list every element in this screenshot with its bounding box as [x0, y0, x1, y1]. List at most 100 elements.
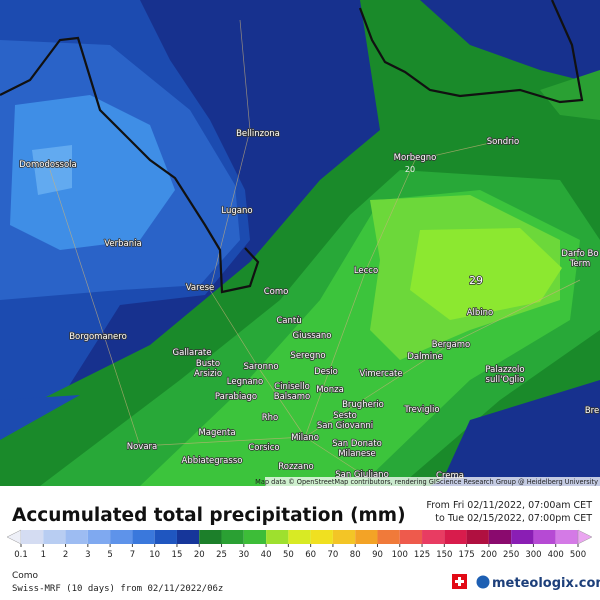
- period-to: to Tue 02/15/2022, 07:00pm CET: [435, 513, 592, 524]
- roads: [49, 19, 581, 475]
- place-label: Term: [569, 259, 591, 269]
- legend-tick-label: 100: [392, 550, 408, 560]
- legend-swatch: [154, 530, 177, 544]
- legend-tick-label: 10: [149, 550, 160, 560]
- legend-swatch: [110, 530, 133, 544]
- place-label: Cantù: [276, 316, 301, 326]
- place-label: sull'Oglio: [486, 375, 525, 385]
- legend-swatch: [266, 530, 289, 544]
- legend-swatch: [132, 530, 155, 544]
- legend-tick-label: 3: [85, 550, 90, 560]
- legend-tick-label: 125: [414, 550, 430, 560]
- legend-tick-label: 400: [548, 550, 564, 560]
- period-from: From Fri 02/11/2022, 07:00am CET: [426, 500, 592, 511]
- place-label: Corsico: [248, 443, 279, 453]
- road: [304, 436, 363, 475]
- legend-swatch: [288, 530, 311, 544]
- legend-swatch: [310, 530, 333, 544]
- place-label: Crema: [436, 471, 464, 481]
- place-label: Bre: [585, 406, 599, 416]
- legend-swatch: [444, 530, 467, 544]
- legend-tick-label: 30: [238, 550, 249, 560]
- place-label: Legnano: [227, 377, 263, 387]
- legend-swatch: [87, 530, 111, 544]
- place-label: Monza: [316, 385, 344, 395]
- flag-cross: [455, 580, 464, 583]
- place-label: Dalmine: [407, 352, 442, 362]
- place-label: Milano: [291, 433, 319, 443]
- legend-swatch: [355, 530, 378, 544]
- place-label: Rho: [262, 413, 279, 423]
- legend-swatch: [555, 530, 578, 544]
- border: [0, 36, 260, 294]
- place-label: Sesto: [333, 411, 357, 421]
- legend-swatch: [199, 530, 222, 544]
- precip-area: [540, 70, 600, 120]
- precip-area: [440, 380, 600, 486]
- legend-swatch: [176, 530, 200, 544]
- place-label: Morbegno: [394, 153, 437, 163]
- brand[interactable]: meteologix.com: [492, 576, 600, 591]
- place-label: Gallarate: [173, 348, 212, 358]
- legend-title: Accumulated total precipitation (mm): [12, 505, 406, 526]
- precip-area: [10, 95, 175, 250]
- legend-tick-label: 1: [41, 550, 46, 560]
- legend-tick-label: 90: [372, 550, 383, 560]
- legend-tick-label: 300: [525, 550, 541, 560]
- legend-swatch: [399, 530, 423, 544]
- legend-swatch: [43, 530, 66, 544]
- place-label: Vimercate: [359, 369, 402, 379]
- legend-swatch: [65, 530, 88, 544]
- legend-tick-label: 60: [305, 550, 316, 560]
- legend-tick-label: 0.1: [14, 550, 28, 560]
- place-label: Busto: [196, 359, 220, 369]
- place-label: San Giuliano: [335, 470, 389, 480]
- road: [49, 169, 306, 447]
- precip-area: [0, 395, 80, 440]
- place-label: Arsizio: [194, 369, 222, 379]
- place-label: Balsamo: [274, 392, 311, 402]
- attribution-bg: [265, 477, 600, 486]
- place-label: Darfo Bo: [561, 249, 598, 259]
- place-label: Cinisello: [274, 382, 310, 392]
- model-run: Swiss-MRF (10 days) from 02/11/2022/06z: [12, 584, 223, 594]
- place-label: Sondrio: [487, 137, 519, 147]
- place-label: Borgomanero: [69, 332, 127, 342]
- road: [304, 279, 581, 438]
- borders: [0, 0, 584, 294]
- place-label: Desio: [314, 367, 338, 377]
- legend-tick-label: 7: [130, 550, 135, 560]
- place-label: Bellinzona: [236, 129, 280, 139]
- place-label: San Donato: [332, 439, 382, 449]
- place-label: Como: [264, 287, 289, 297]
- max-value: 29: [469, 274, 483, 287]
- legend-tick-label: 70: [328, 550, 339, 560]
- place-label: Milanese: [338, 449, 376, 459]
- legend-tick-label: 20: [194, 550, 205, 560]
- legend-tick-label: 500: [570, 550, 586, 560]
- precip-area: [32, 145, 72, 195]
- legend-arrow: [6, 529, 22, 545]
- place-label: Palazzolo: [485, 365, 524, 375]
- legend-arrow: [577, 529, 593, 545]
- precip-area: [410, 228, 562, 320]
- legend-swatch: [466, 530, 489, 544]
- legend-tick-label: 250: [503, 550, 519, 560]
- legend-tick-label: 15: [172, 550, 183, 560]
- place-label: Lugano: [221, 206, 252, 216]
- place-label: Saronno: [243, 362, 278, 372]
- legend-swatch: [21, 530, 44, 544]
- attribution: Map data © OpenStreetMap contributors, r…: [255, 478, 598, 486]
- place-label: Verbania: [104, 239, 141, 249]
- place-label: Magenta: [198, 428, 235, 438]
- legend-tick-label: 80: [350, 550, 361, 560]
- road-number: 20: [405, 165, 415, 174]
- map: Domodossola Bellinzona Morbegno Sondrio Luga…: [0, 0, 600, 486]
- legend-swatch: [332, 530, 356, 544]
- place-label: Varese: [186, 283, 215, 293]
- place-label: Lecco: [354, 266, 378, 276]
- legend-tick-label: 40: [261, 550, 272, 560]
- legend-tick-label: 25: [216, 550, 227, 560]
- legend-swatch: [488, 530, 512, 544]
